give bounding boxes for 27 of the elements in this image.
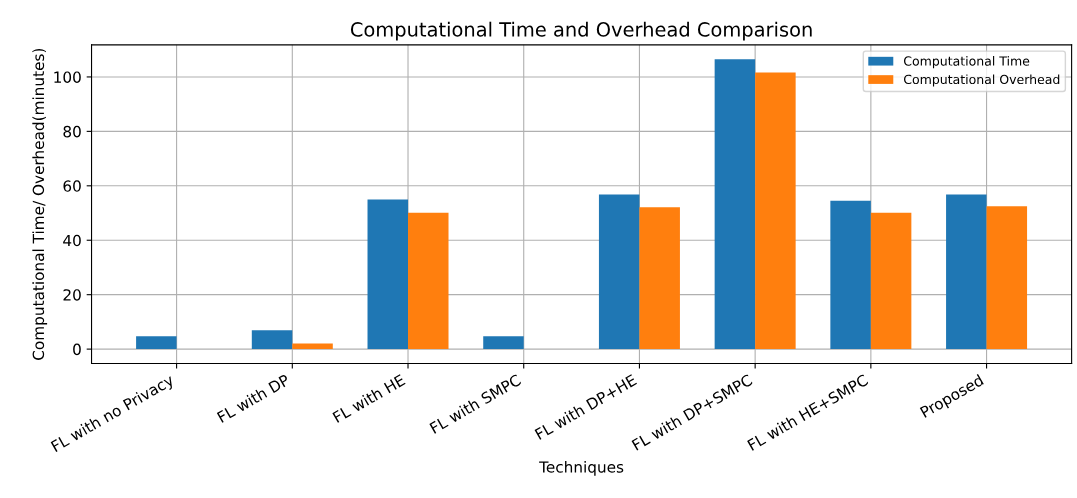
bar xyxy=(639,207,680,350)
x-tick-label: FL with HE xyxy=(332,373,406,423)
y-tick-label: 60 xyxy=(63,180,81,192)
legend-label: Computational Time xyxy=(903,56,1030,69)
x-axis-title: Techniques xyxy=(539,460,624,476)
x-tick-label: FL with DP xyxy=(216,373,291,423)
bar xyxy=(598,194,640,350)
bar xyxy=(946,194,987,350)
bar xyxy=(870,212,912,350)
bar xyxy=(483,336,524,350)
y-tick-label: 40 xyxy=(63,234,81,247)
y-tick-label: 100 xyxy=(54,71,81,83)
bar xyxy=(714,59,756,350)
y-tick-label: 0 xyxy=(73,343,81,356)
bar xyxy=(251,330,293,350)
bar xyxy=(755,72,796,350)
y-tick-label: 80 xyxy=(63,125,81,138)
bar xyxy=(408,212,449,350)
bar xyxy=(367,199,409,350)
bar xyxy=(292,343,333,350)
y-tick-label: 20 xyxy=(63,289,81,301)
chart-title: Computational Time and Overhead Comparison xyxy=(350,21,812,41)
bar xyxy=(986,206,1028,350)
y-axis-title: Computational Time/ Overhead(minutes) xyxy=(32,48,48,360)
bar xyxy=(830,200,871,350)
bar xyxy=(136,336,177,350)
legend-label: Computational Overhead xyxy=(903,74,1060,87)
